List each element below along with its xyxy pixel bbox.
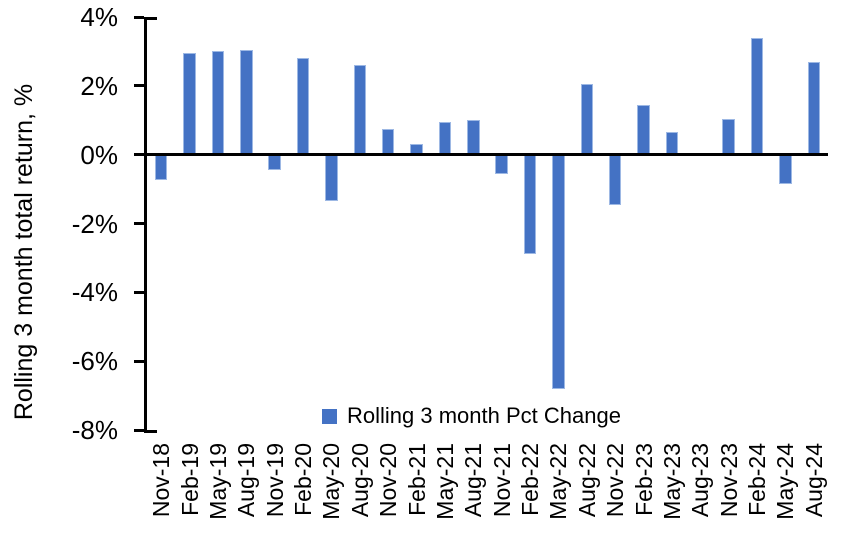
bar xyxy=(637,104,650,155)
bar xyxy=(779,154,792,184)
y-axis-title: Rolling 3 month total return, % xyxy=(10,83,38,421)
zero-axis-line xyxy=(134,153,828,157)
bar xyxy=(523,154,537,255)
x-tick-label: Aug-22 xyxy=(573,443,600,518)
x-tick-label: Feb-24 xyxy=(744,443,771,516)
x-tick-label: Nov-22 xyxy=(602,443,629,518)
x-tick-label: Nov-20 xyxy=(375,443,402,518)
bar xyxy=(750,37,764,155)
bar xyxy=(183,53,196,155)
x-tick-label: May-19 xyxy=(204,443,231,520)
y-tick-label: -2% xyxy=(71,208,118,239)
x-tick-label: May-21 xyxy=(431,443,458,520)
legend-label: Rolling 3 month Pct Change xyxy=(347,403,621,428)
y-tick-label: -8% xyxy=(71,415,118,445)
bar xyxy=(353,65,367,155)
y-tick-label: 0% xyxy=(80,139,118,170)
y-tick-label: 4% xyxy=(80,2,118,32)
x-tick-label: May-23 xyxy=(658,443,685,520)
x-tick-label: Nov-21 xyxy=(488,443,515,518)
y-axis-tick xyxy=(134,222,144,225)
y-axis-tick xyxy=(134,290,144,294)
x-tick-label: Feb-20 xyxy=(290,443,317,516)
x-tick-label: Feb-22 xyxy=(517,443,544,516)
legend-swatch xyxy=(322,408,337,424)
x-tick-label: Aug-24 xyxy=(800,443,827,518)
x-tick-label: Aug-23 xyxy=(687,443,714,518)
bar xyxy=(211,51,225,155)
bar xyxy=(552,154,565,389)
bar xyxy=(807,61,821,155)
bar xyxy=(495,154,508,174)
y-axis-bottom-cap xyxy=(147,430,157,433)
x-tick-label: Feb-19 xyxy=(176,443,203,516)
bar xyxy=(240,49,253,155)
legend: Rolling 3 month Pct Change xyxy=(322,403,621,429)
x-tick-label: Nov-19 xyxy=(261,443,288,518)
bar xyxy=(580,84,594,155)
bar xyxy=(325,154,338,202)
y-axis-tick xyxy=(134,15,144,19)
bar xyxy=(268,154,281,171)
y-axis-line xyxy=(144,17,147,433)
bar xyxy=(665,132,679,155)
x-tick-label: Feb-23 xyxy=(630,443,657,516)
x-tick-label: Nov-18 xyxy=(148,443,175,518)
x-tick-label: Feb-21 xyxy=(403,443,430,516)
y-axis-tick xyxy=(134,359,144,363)
bar xyxy=(296,58,310,155)
bar xyxy=(381,128,395,155)
x-tick-label: Aug-19 xyxy=(233,443,260,518)
y-axis-top-cap xyxy=(147,17,157,20)
y-axis-tick xyxy=(134,84,144,88)
x-tick-label: Nov-23 xyxy=(715,443,742,518)
y-tick-label: -4% xyxy=(71,277,118,308)
y-axis-tick xyxy=(134,428,144,432)
x-tick-label: May-22 xyxy=(545,443,572,520)
y-tick-label: -6% xyxy=(71,346,118,377)
x-tick-label: May-20 xyxy=(318,443,345,520)
bar xyxy=(154,154,168,181)
bar xyxy=(722,118,735,155)
x-tick-label: Aug-20 xyxy=(346,443,373,518)
x-tick-label: May-24 xyxy=(772,443,799,520)
x-tick-label: Aug-21 xyxy=(460,443,487,518)
bar xyxy=(467,120,480,155)
y-tick-label: 2% xyxy=(80,70,118,101)
bar xyxy=(608,154,622,205)
bar xyxy=(438,121,452,155)
